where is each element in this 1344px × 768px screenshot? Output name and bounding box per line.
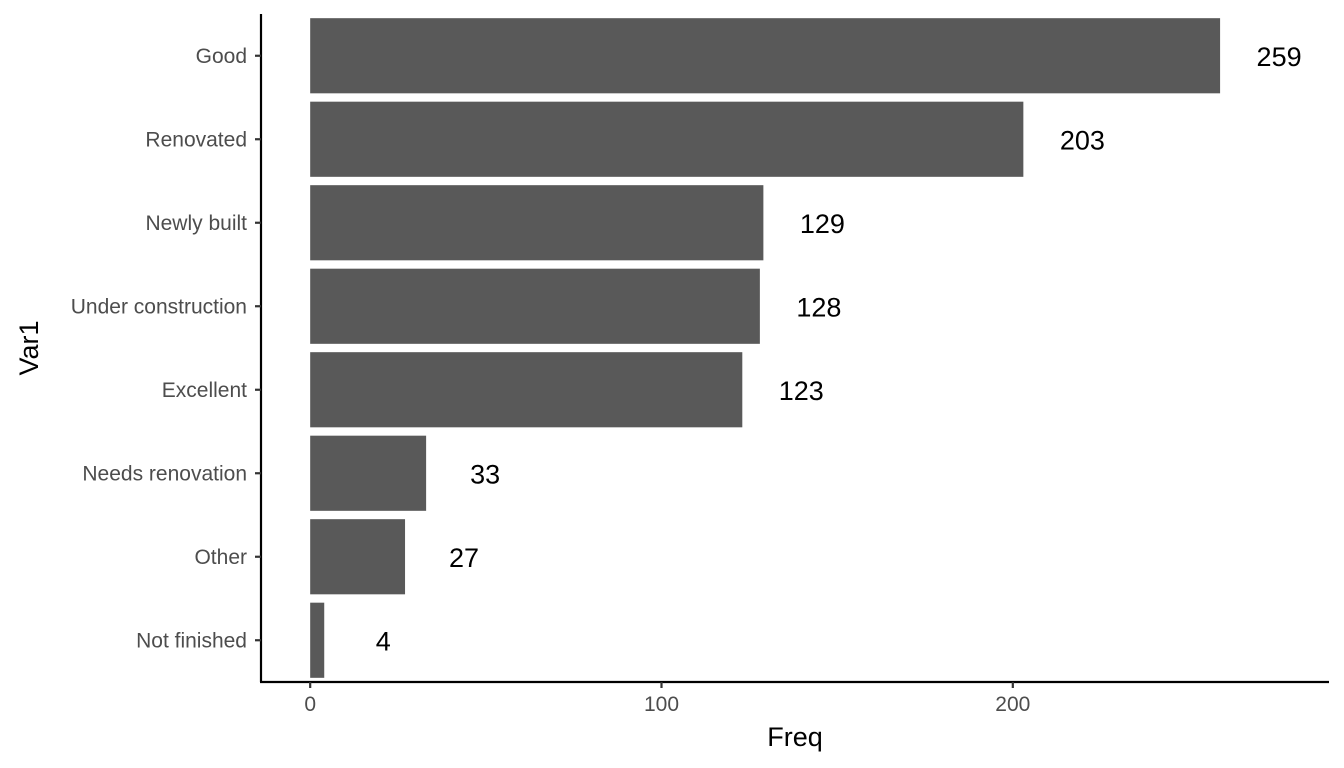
x-axis-title: Freq: [767, 722, 823, 752]
data-label: 129: [800, 209, 845, 239]
x-tick-label: 0: [304, 693, 316, 716]
data-label: 203: [1060, 125, 1105, 155]
y-tick-label: Needs renovation: [82, 462, 247, 485]
y-axis-title: Var1: [14, 320, 44, 375]
bar-renovated: [310, 101, 1024, 177]
bars-layer: [310, 18, 1221, 678]
bar-not-finished: [310, 602, 325, 678]
y-tick-label: Other: [194, 546, 247, 569]
bar-newly-built: [310, 185, 764, 261]
bar-other: [310, 519, 406, 595]
y-tick-label: Not finished: [136, 629, 247, 652]
data-label: 123: [779, 376, 824, 406]
bar-good: [310, 18, 1221, 94]
data-label: 259: [1257, 42, 1302, 72]
y-axis: Good Renovated Newly built Under constructi…: [71, 14, 263, 682]
bar-excellent: [310, 352, 743, 428]
value-labels-layer: 259 203 129 128 123 33 27 4: [376, 42, 1302, 657]
data-label: 128: [796, 292, 841, 322]
data-label: 33: [470, 459, 500, 489]
x-axis: 0 100 200: [260, 680, 1329, 716]
bar-needs-renovation: [310, 435, 427, 511]
x-tick-label: 200: [995, 693, 1030, 716]
y-tick-label: Excellent: [162, 379, 247, 402]
y-tick-label: Renovated: [145, 128, 247, 151]
y-tick-label: Under construction: [71, 295, 247, 318]
data-label: 4: [376, 626, 391, 656]
data-label: 27: [449, 543, 479, 573]
x-tick-label: 100: [644, 693, 679, 716]
bar-under-construction: [310, 268, 760, 344]
y-tick-label: Good: [196, 45, 247, 68]
y-tick-label: Newly built: [145, 212, 247, 235]
